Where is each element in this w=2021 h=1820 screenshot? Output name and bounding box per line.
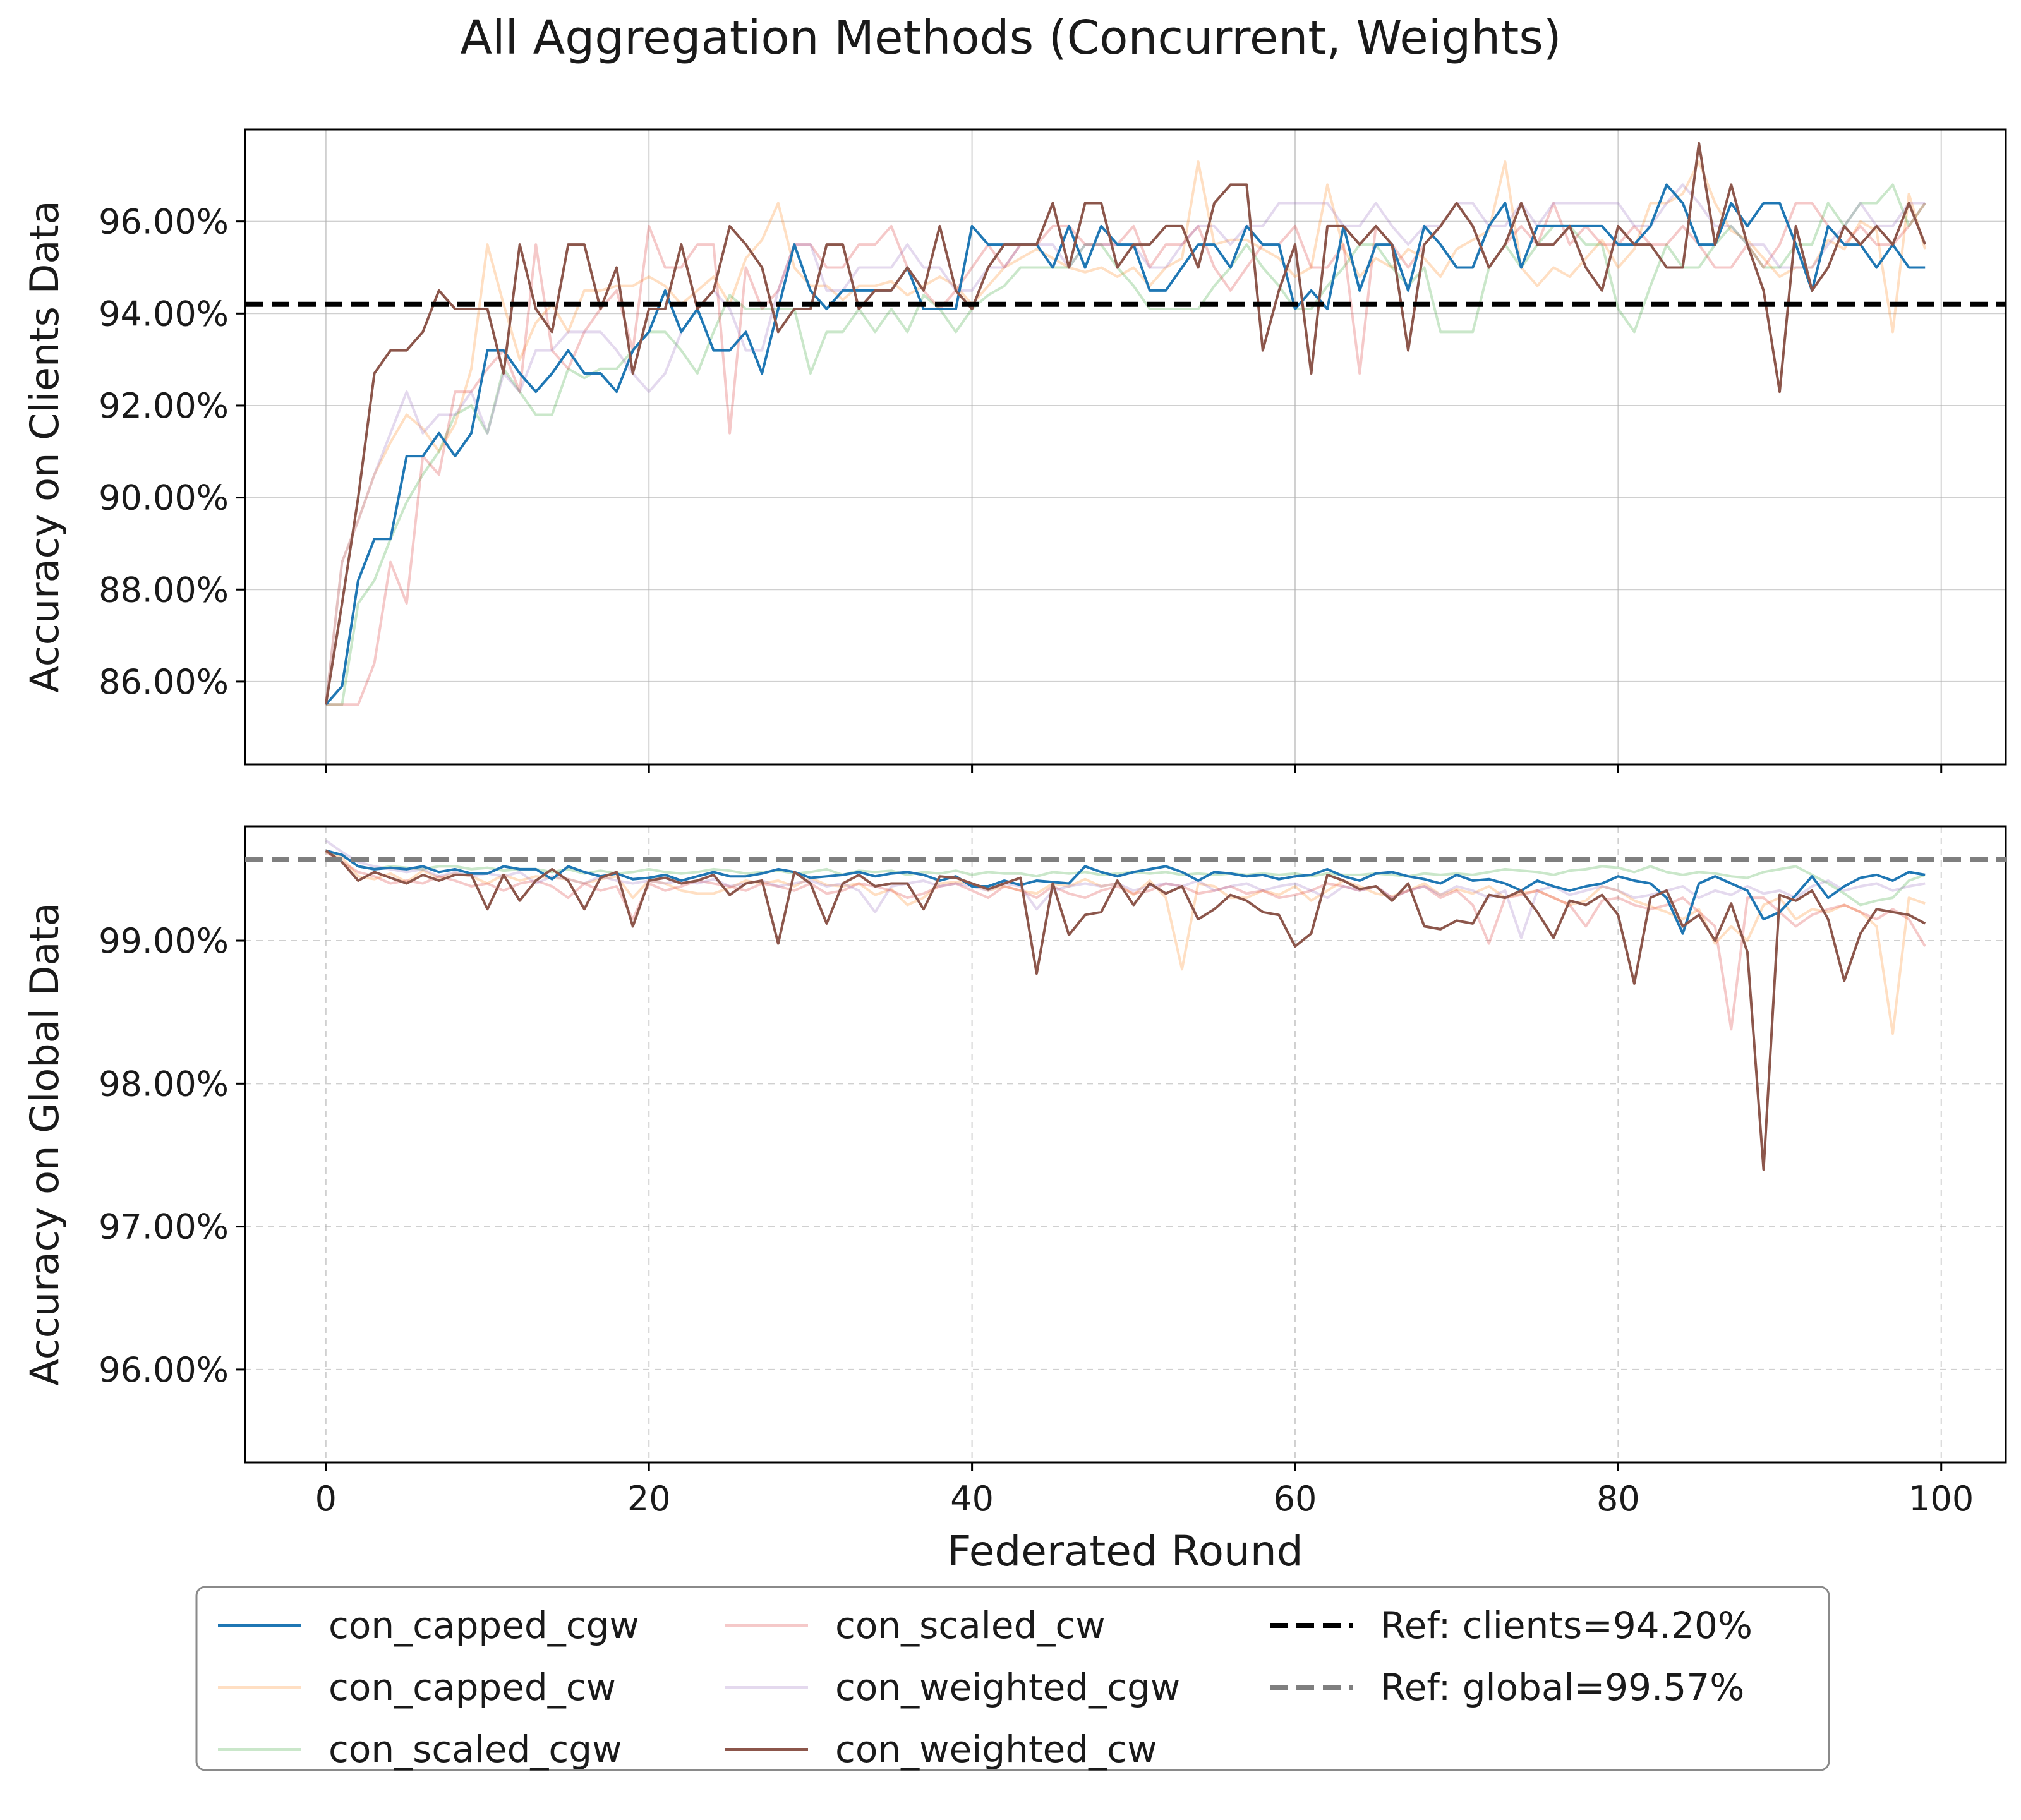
top-series-con-scaled-cw <box>325 202 1926 706</box>
bottom-series <box>325 839 1926 1171</box>
legend-box <box>195 1586 1830 1771</box>
top-y-tick-label: 92.00% <box>99 386 229 426</box>
legend-label-con-scaled-cgw: con_scaled_cgw <box>329 1728 622 1771</box>
legend: con_capped_cgw con_capped_cw con_scaled_cg… <box>195 1586 1830 1771</box>
legend-label-con-capped-cgw: con_capped_cgw <box>329 1604 639 1647</box>
bottom-y-tick-label: 96.00% <box>99 1350 229 1390</box>
top-series-con-weighted-cw <box>324 142 1927 705</box>
bottom-y-tick-label: 98.00% <box>99 1064 229 1104</box>
top-ticks: 86.00% 88.00% 90.00% 92.00% 94.00% 96.00% <box>99 202 1943 773</box>
top-y-tick-label: 88.00% <box>99 570 229 610</box>
bottom-x-tick-label: 80 <box>1596 1479 1640 1519</box>
bottom-y-tick-label: 99.00% <box>99 921 229 961</box>
x-axis-label: Federated Round <box>947 1527 1303 1576</box>
top-y-tick-label: 86.00% <box>99 662 229 702</box>
bottom-y-axis-label: Accuracy on Global Data <box>21 902 68 1385</box>
legend-label-con-weighted-cw: con_weighted_cw <box>835 1728 1157 1771</box>
top-y-tick-label: 94.00% <box>99 294 229 334</box>
bottom-y-tick-label: 97.00% <box>99 1207 229 1247</box>
bottom-x-tick-label: 0 <box>315 1479 337 1519</box>
bottom-series-con-scaled-cw <box>325 851 1926 1031</box>
bottom-series-con-scaled-cgw <box>325 850 1926 907</box>
top-panel: 86.00% 88.00% 90.00% 92.00% 94.00% 96.00% Acc… <box>21 128 2007 773</box>
legend-items: con_capped_cgw con_capped_cw con_scaled_cg… <box>218 1604 1753 1771</box>
top-y-tick-label: 90.00% <box>99 478 229 518</box>
legend-label-ref-global: Ref: global=99.57% <box>1380 1666 1744 1709</box>
bottom-series-con-capped-cw <box>325 850 1926 1035</box>
bottom-ticks: 0 20 40 60 80 100 96.00% 97.00% 98.00% 99.00% <box>99 921 1974 1519</box>
bottom-series-con-weighted-cw <box>325 849 1926 1171</box>
legend-label-ref-clients: Ref: clients=94.20% <box>1380 1604 1753 1647</box>
bottom-series-con-weighted-cgw <box>325 839 1926 939</box>
top-y-axis-label: Accuracy on Clients Data <box>21 200 68 692</box>
bottom-x-tick-label: 40 <box>950 1479 994 1519</box>
bottom-axes-frame <box>244 825 2007 1464</box>
legend-label-con-weighted-cgw: con_weighted_cgw <box>835 1666 1180 1709</box>
top-series-con-capped-cgw <box>325 183 1926 706</box>
figure-title: All Aggregation Methods (Concurrent, Wei… <box>460 11 1561 65</box>
bottom-series-con-capped-cgw <box>325 849 1926 935</box>
bottom-x-tick-label: 20 <box>627 1479 671 1519</box>
bottom-x-tick-label: 100 <box>1909 1479 1974 1519</box>
bottom-x-tick-label: 60 <box>1274 1479 1317 1519</box>
bottom-grid <box>245 826 2006 1462</box>
bottom-panel: 0 20 40 60 80 100 96.00% 97.00% 98.00% 99.00% Acc… <box>21 825 2007 1576</box>
legend-label-con-capped-cw: con_capped_cw <box>329 1666 616 1709</box>
top-axes-frame <box>244 128 2007 766</box>
legend-label-con-scaled-cw: con_scaled_cw <box>835 1604 1106 1647</box>
top-series <box>324 142 1927 706</box>
top-y-tick-label: 96.00% <box>99 202 229 242</box>
